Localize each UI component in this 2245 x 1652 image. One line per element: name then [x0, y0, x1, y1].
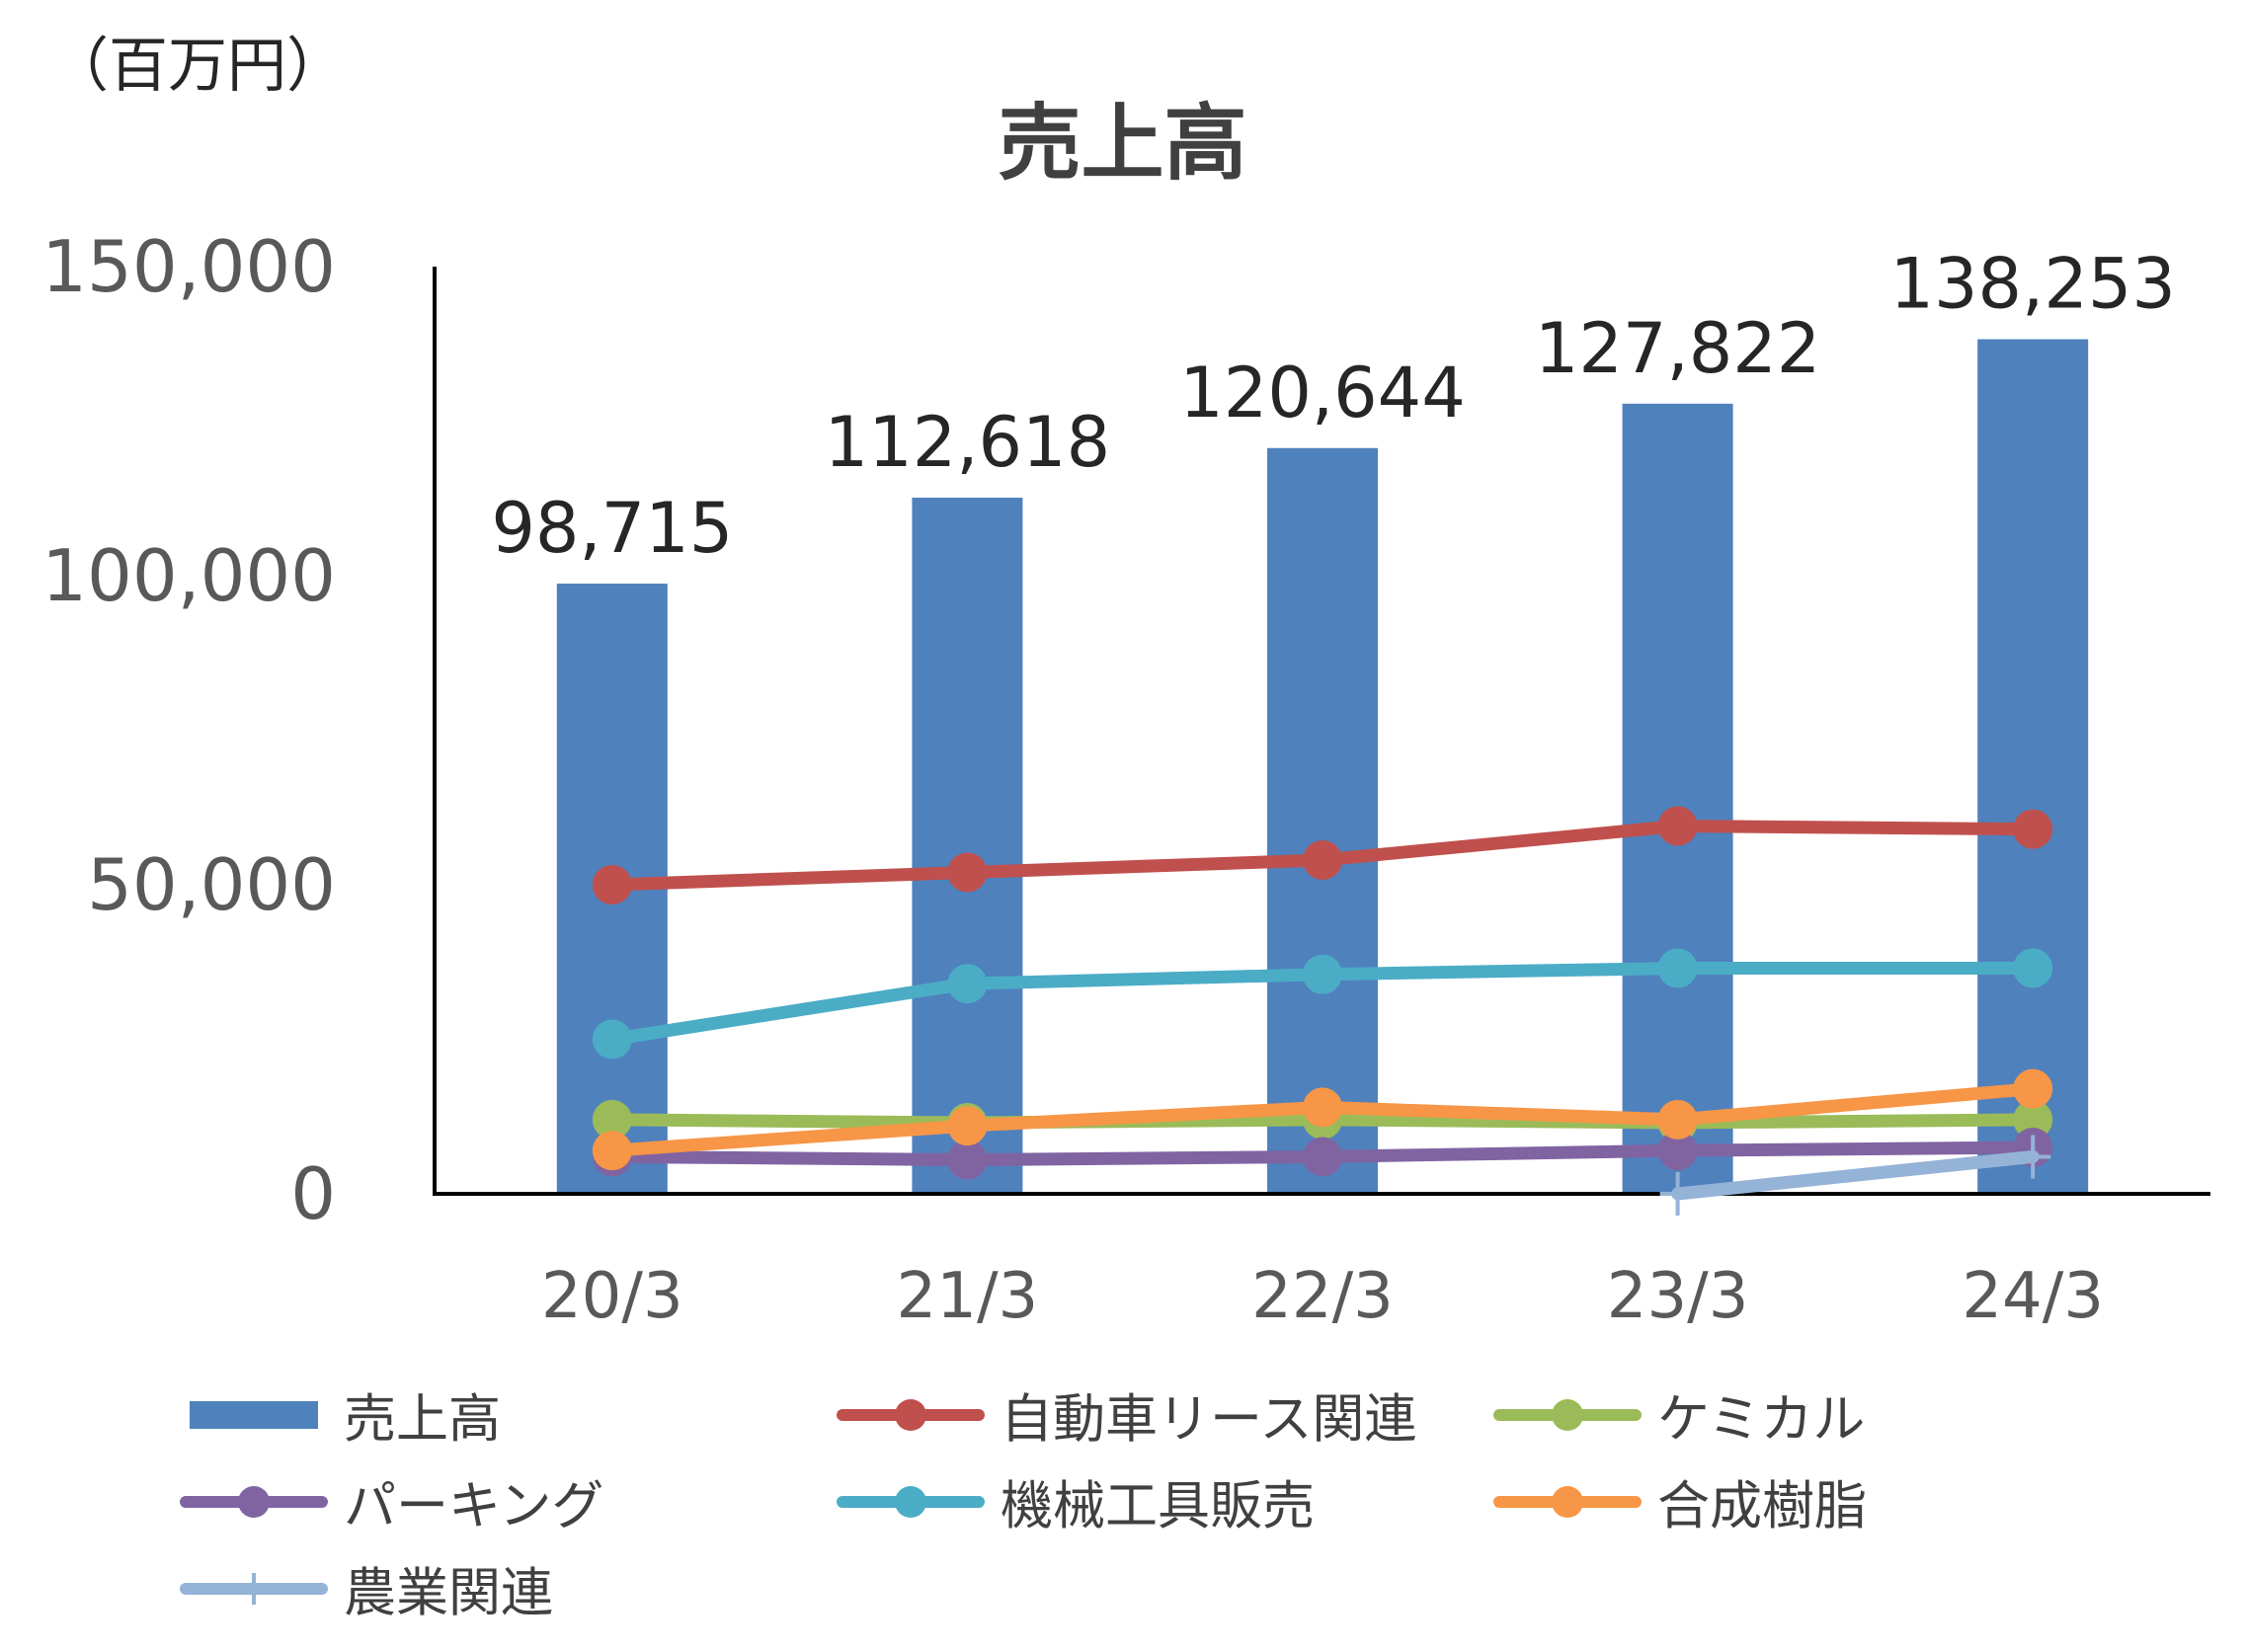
- data-label: 138,253: [1889, 244, 2175, 325]
- legend-marker: [238, 1486, 270, 1518]
- y-tick-label: 0: [290, 1152, 336, 1235]
- legend-label: 農業関連: [344, 1563, 553, 1623]
- line-marker: [1657, 948, 1698, 988]
- bar: [1977, 339, 2089, 1194]
- legend-label: 機械工具販売: [1001, 1476, 1315, 1536]
- line-marker: [2013, 1099, 2053, 1140]
- legend-item: 合成樹脂: [1491, 1464, 1867, 1539]
- line-marker: [1303, 954, 1342, 994]
- plus-marker: [1659, 1172, 1696, 1216]
- line-marker: [592, 1099, 632, 1140]
- legend-key: [837, 1486, 985, 1518]
- line-marker: [592, 1131, 632, 1171]
- x-tick-label: 22/3: [1251, 1260, 1394, 1333]
- x-tick-label: 23/3: [1607, 1260, 1749, 1333]
- series-line: [1671, 1149, 2040, 1201]
- legend-key: [180, 1486, 328, 1518]
- line-marker: [1657, 806, 1698, 846]
- line-marker: [947, 964, 988, 1004]
- legend-key: [837, 1399, 985, 1431]
- legend-key: [180, 1573, 328, 1605]
- line-marker: [2013, 948, 2053, 988]
- line-marker: [947, 852, 988, 893]
- line-marker: [1303, 1137, 1342, 1177]
- bar: [912, 498, 1023, 1194]
- legend-item: 自動車リース関連: [835, 1377, 1416, 1453]
- legend-label: 売上高: [344, 1389, 501, 1450]
- legend-item: パーキング: [178, 1464, 603, 1539]
- line-marker: [947, 1140, 988, 1180]
- legend-label: パーキング: [344, 1476, 604, 1536]
- legend-marker: [1552, 1486, 1583, 1518]
- line-marker: [1657, 1131, 1698, 1171]
- legend: 売上高 自動車リース関連 ケミカルパーキング 機械工具販売 合成樹脂農業関連: [178, 1377, 1956, 1634]
- legend-key: [1493, 1399, 1642, 1431]
- y-tick-label: 50,000: [87, 843, 336, 926]
- chart-title: 売上高: [998, 95, 1247, 192]
- data-label: 127,822: [1535, 308, 1820, 389]
- line-marker: [592, 865, 632, 905]
- legend-swatch: [190, 1401, 318, 1429]
- plus-marker: [2015, 1135, 2051, 1179]
- legend-marker: [895, 1486, 926, 1518]
- legend-item: ケミカル: [1491, 1377, 1865, 1453]
- x-tick-label: 21/3: [897, 1260, 1039, 1333]
- legend-marker: [1552, 1399, 1583, 1431]
- x-tick-label: 20/3: [541, 1260, 683, 1333]
- line-marker: [947, 1106, 988, 1146]
- y-tick-label: 100,000: [41, 534, 336, 617]
- bar: [1622, 403, 1733, 1194]
- data-label: 98,715: [491, 488, 733, 569]
- bar: [1267, 447, 1378, 1194]
- x-tick-label: 24/3: [1962, 1260, 2104, 1333]
- line-marker: [2013, 809, 2053, 849]
- legend-item: 売上高: [178, 1377, 501, 1453]
- legend-label: 合成樹脂: [1657, 1476, 1867, 1536]
- legend-item: 機械工具販売: [835, 1464, 1315, 1539]
- line-marker: [1303, 839, 1342, 880]
- legend-marker: [895, 1399, 926, 1431]
- y-tick-label: 150,000: [41, 225, 336, 308]
- line-marker: [592, 1019, 632, 1060]
- legend-label: ケミカル: [1657, 1389, 1866, 1450]
- unit-label: （百万円）: [49, 32, 346, 101]
- legend-label: 自動車リース関連: [1001, 1389, 1417, 1450]
- line-marker: [2013, 1068, 2053, 1109]
- legend-key: [1493, 1486, 1642, 1518]
- chart-plot: 0 50,000 100,000 150,000 20/3 21/3 22/3 23/3 24/…: [41, 225, 2210, 1333]
- legend-key: [190, 1401, 318, 1429]
- line-marker: [1303, 1087, 1342, 1128]
- legend-item: 農業関連: [178, 1551, 553, 1626]
- line-marker: [1657, 1099, 1698, 1140]
- data-label: 112,618: [825, 402, 1110, 483]
- data-label: 120,644: [1179, 353, 1465, 433]
